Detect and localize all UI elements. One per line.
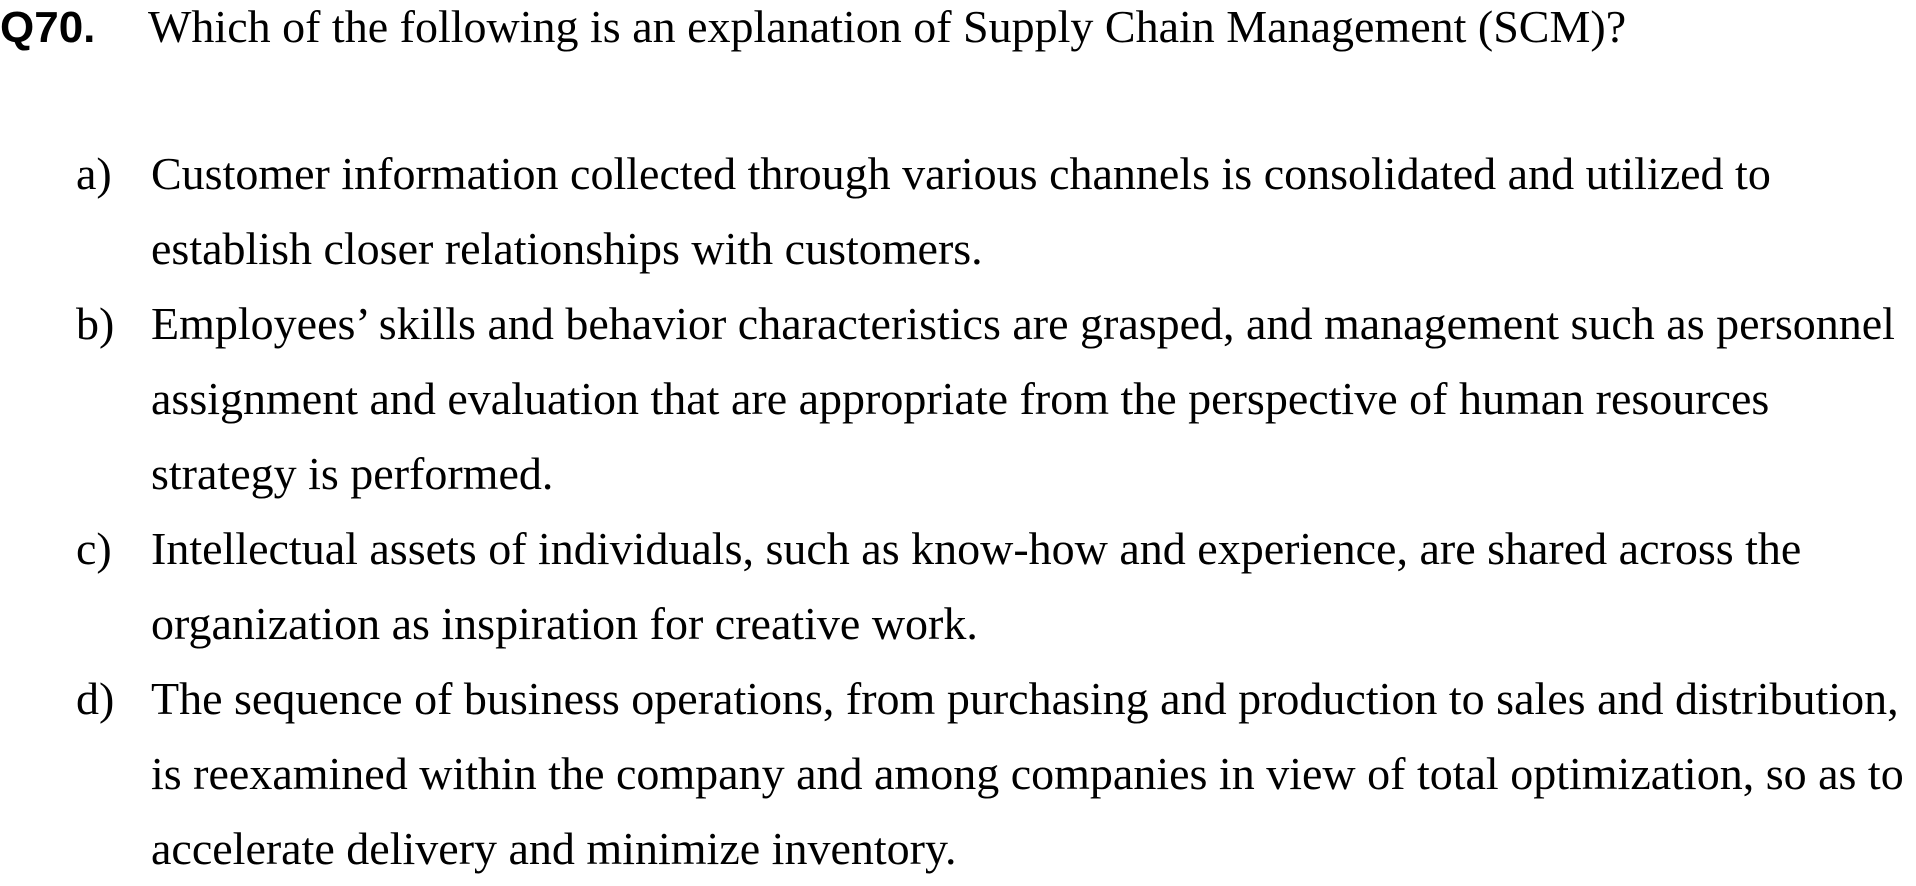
question-stem: Q70. Which of the following is an explan… xyxy=(0,0,1627,52)
option-text: The sequence of business operations, fro… xyxy=(151,673,1904,874)
option-text: Customer information collected through v… xyxy=(151,148,1771,274)
option-d: d) The sequence of business operations, … xyxy=(0,661,1916,886)
option-a: a) Customer information collected throug… xyxy=(0,136,1916,286)
option-letter: b) xyxy=(76,298,115,349)
option-letter: a) xyxy=(76,148,112,199)
option-text: Intellectual assets of individuals, such… xyxy=(151,523,1802,649)
option-c: c) Intellectual assets of individuals, s… xyxy=(0,511,1916,661)
question-text: Which of the following is an explanation… xyxy=(148,1,1627,52)
answer-options: a) Customer information collected throug… xyxy=(0,136,1916,886)
option-text: Employees’ skills and behavior character… xyxy=(151,298,1895,499)
option-letter: c) xyxy=(76,523,112,574)
option-b: b) Employees’ skills and behavior charac… xyxy=(0,286,1916,511)
option-letter: d) xyxy=(76,673,115,724)
question-number: Q70. xyxy=(0,3,96,52)
